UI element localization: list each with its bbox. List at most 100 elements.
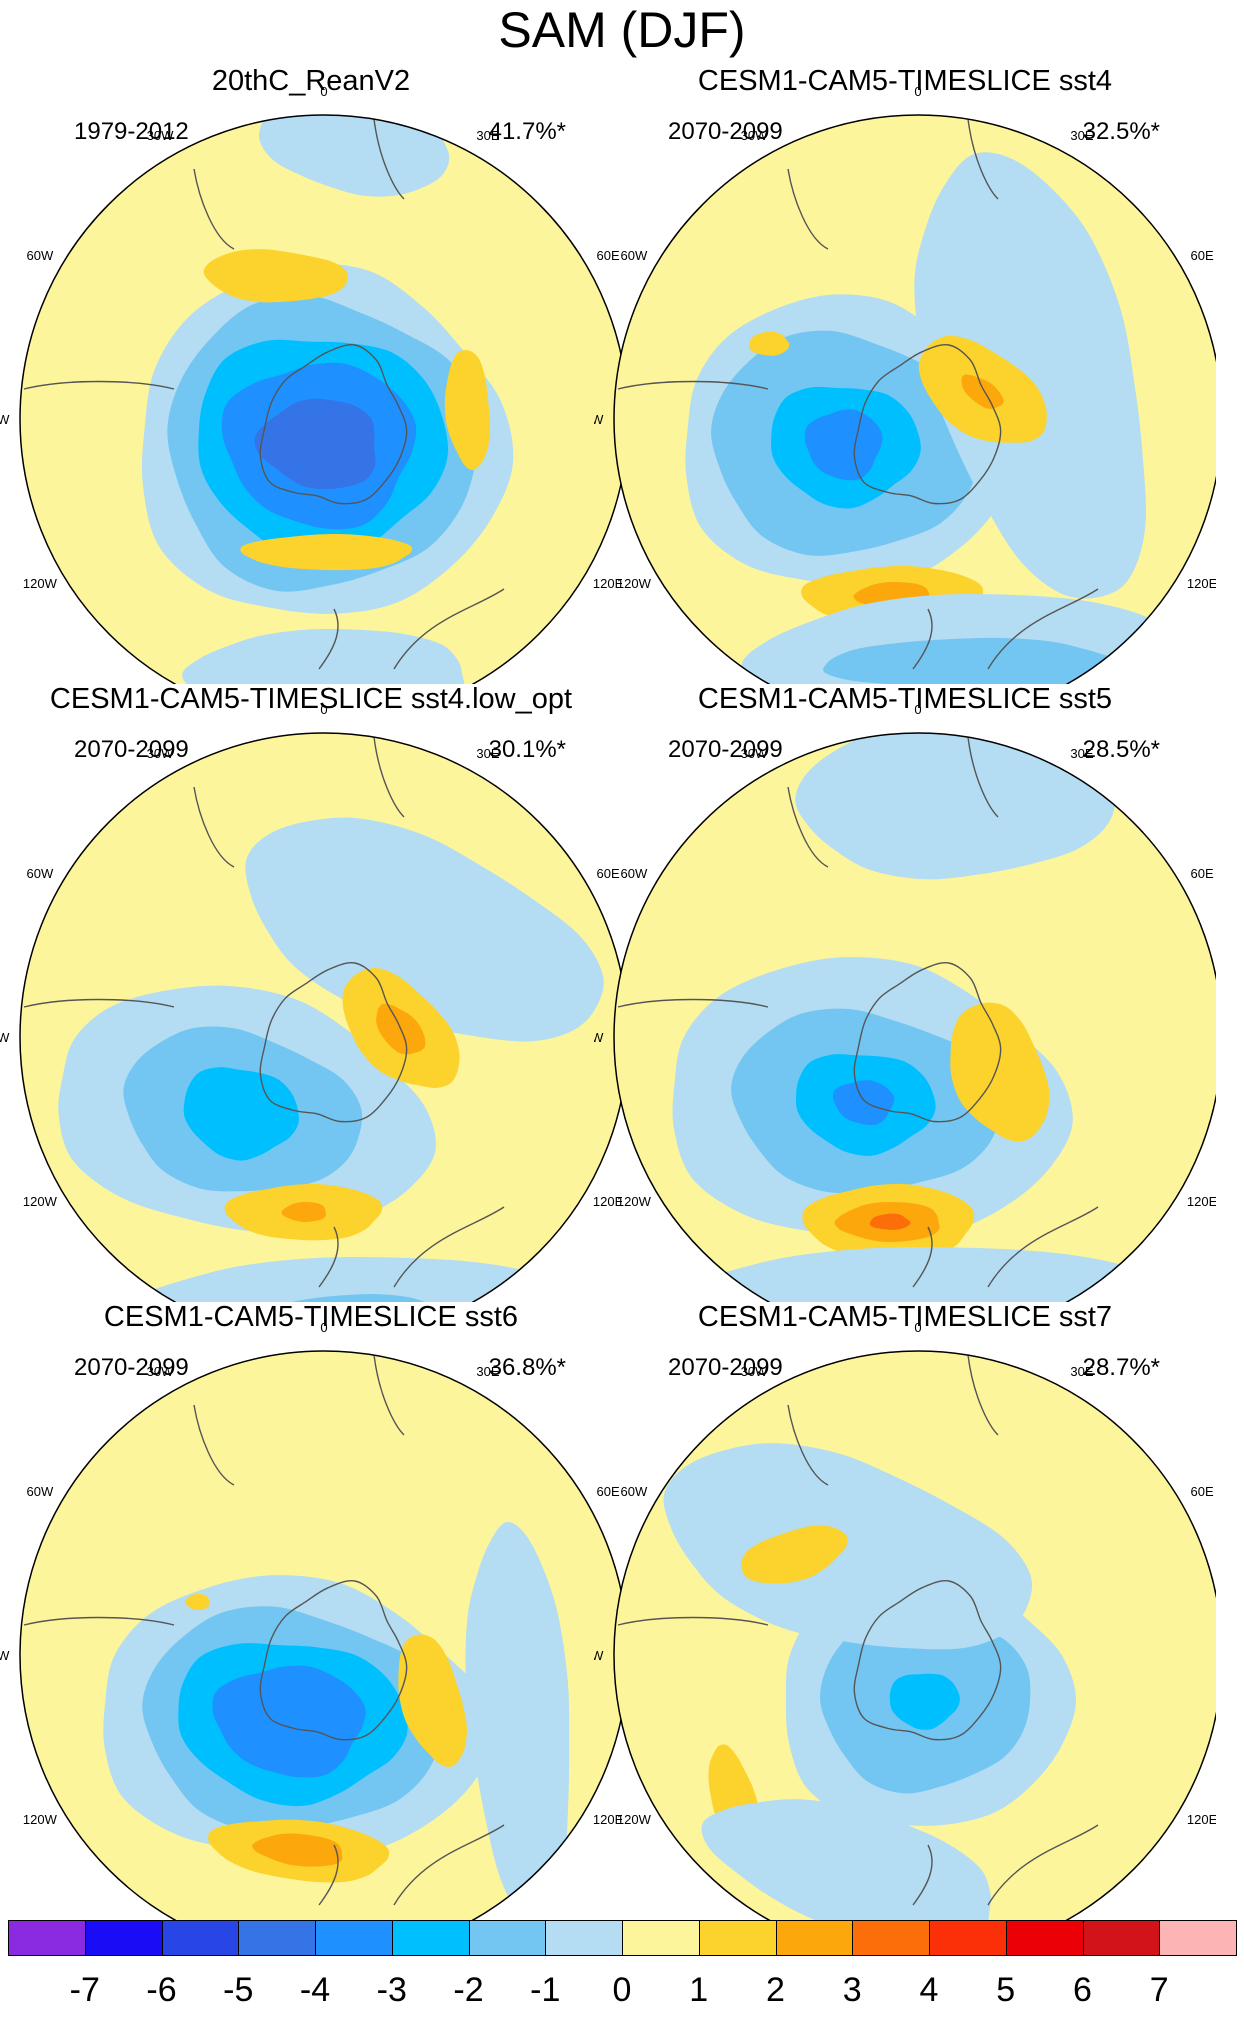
longitude-label: 0	[320, 1320, 327, 1335]
longitude-label: 0	[914, 84, 921, 99]
coastline	[912, 608, 933, 670]
panel-period: 2070-2099	[668, 736, 783, 763]
coastline	[787, 1404, 829, 1486]
longitude-label: 30W	[147, 128, 174, 143]
longitude-label: 30E	[1070, 128, 1093, 143]
longitude-label: 60W	[621, 1484, 648, 1499]
map-panel: CESM1-CAM5-TIMESLICE sst6 2070-2099 36.8…	[0, 1300, 622, 1920]
map-panel: 20thC_ReanV2 1979-2012 41.7%* 030E60E90E…	[0, 64, 622, 684]
negative-anomaly	[182, 629, 465, 684]
longitude-label: 120W	[23, 1194, 58, 1209]
contour-field	[614, 1351, 1216, 1920]
coastline	[193, 168, 235, 250]
colorbar: -7 -6 -5 -4 -3 -2 -1 0 1 2 3 4 5 6 7	[8, 1920, 1237, 2036]
coastline	[787, 168, 829, 250]
longitude-label: 120E	[593, 576, 622, 591]
longitude-label: 90W	[0, 1648, 10, 1663]
longitude-label: 0	[914, 702, 921, 717]
contour-field	[20, 115, 622, 684]
panel-period: 2070-2099	[74, 736, 189, 763]
map-border	[19, 1350, 622, 1920]
longitude-label: 60W	[621, 248, 648, 263]
colorbar-swatch	[929, 1920, 1007, 1956]
positive-anomaly	[281, 1201, 326, 1222]
longitude-label: 0	[320, 702, 327, 717]
colorbar-label: 0	[612, 1971, 632, 2009]
colorbar-label: -3	[376, 1971, 407, 2009]
coastline	[393, 1206, 505, 1288]
longitude-label: 60E	[1191, 1484, 1214, 1499]
longitude-label: 60E	[597, 866, 620, 881]
positive-anomaly	[203, 249, 348, 303]
polar-map: 030E60E90E120E150E180150W120W90W60W30W	[0, 1320, 622, 1920]
colorbar-label: 2	[766, 1971, 785, 2009]
colorbar-label: 5	[996, 1971, 1016, 2009]
polar-map: 030E60E90E120E150E180150W120W90W60W30W	[594, 1320, 1216, 1920]
colorbar-label: -5	[223, 1971, 254, 2009]
longitude-label: 120W	[23, 576, 58, 591]
negative-anomaly	[914, 152, 1146, 599]
coastline	[318, 1844, 339, 1906]
map-border	[613, 732, 1216, 1302]
colorbar-label: 1	[689, 1971, 709, 2009]
positive-anomaly	[748, 331, 790, 356]
panel-variance: 41.7%*	[488, 118, 566, 145]
longitude-label: 60W	[27, 248, 54, 263]
coastline	[617, 998, 769, 1008]
positive-anomaly	[240, 533, 413, 571]
antarctica-coastline	[259, 1580, 408, 1741]
panel-title: CESM1-CAM5-TIMESLICE sst4	[697, 65, 1113, 97]
longitude-label: 30E	[476, 746, 499, 761]
panel-period: 2070-2099	[668, 1354, 783, 1381]
coastline	[393, 588, 505, 670]
colorbar-label: -7	[69, 1971, 100, 2009]
colorbar-label: 7	[1149, 1971, 1169, 2009]
colorbar-label: -1	[530, 1971, 561, 2009]
figure-title: SAM (DJF)	[498, 2, 746, 58]
antarctica-coastline	[853, 1580, 1002, 1741]
positive-anomaly	[398, 1634, 467, 1767]
panel-variance: 28.5%*	[1082, 736, 1160, 763]
coastline	[967, 118, 999, 200]
longitude-label: 120E	[593, 1194, 622, 1209]
longitude-label: 60W	[27, 1484, 54, 1499]
contour-field	[20, 1351, 622, 1920]
map-panel: CESM1-CAM5-TIMESLICE sst4 2070-2099 32.5…	[594, 64, 1216, 684]
coastline	[318, 1226, 339, 1288]
longitude-label: 60E	[597, 1484, 620, 1499]
negative-anomaly	[183, 1067, 299, 1161]
longitude-label: 60W	[27, 866, 54, 881]
positive-anomaly	[444, 350, 490, 470]
panel-title: CESM1-CAM5-TIMESLICE sst4.low_opt	[49, 683, 573, 715]
negative-anomaly	[106, 1257, 590, 1302]
colorbar-swatch	[391, 1920, 470, 1956]
coastline	[617, 1616, 769, 1626]
coastline	[967, 736, 999, 818]
polar-map: 030E60E90E120E150E180150W120W90W60W30W	[0, 84, 622, 684]
colorbar-swatch	[161, 1920, 240, 1956]
polar-map: 030E60E90E120E150E180150W120W90W60W30W	[594, 84, 1216, 684]
panel-title: CESM1-CAM5-TIMESLICE sst6	[103, 1301, 519, 1333]
colorbar-label: 4	[919, 1971, 939, 2009]
coastline	[373, 1354, 405, 1436]
antarctica-coastline	[853, 962, 1002, 1123]
coastline	[373, 118, 405, 200]
coastline	[193, 1404, 235, 1486]
colorbar-swatch	[1005, 1920, 1084, 1956]
coastline	[393, 1824, 505, 1906]
coastline	[23, 998, 175, 1008]
coastline	[967, 1354, 999, 1436]
colorbar-swatch	[1159, 1920, 1237, 1956]
panel-title: 20thC_ReanV2	[211, 65, 411, 97]
longitude-label: 30W	[741, 128, 768, 143]
longitude-label: 60E	[1191, 248, 1214, 263]
colorbar-label: 6	[1073, 1971, 1092, 2009]
negative-anomaly	[259, 115, 450, 197]
map-panel: CESM1-CAM5-TIMESLICE sst4.low_opt 2070-2…	[0, 682, 622, 1302]
longitude-label: 0	[320, 84, 327, 99]
longitude-label: 90W	[594, 1648, 604, 1663]
negative-anomaly	[804, 409, 883, 481]
contour-field	[614, 733, 1216, 1302]
coastline	[912, 1226, 933, 1288]
colorbar-label: -6	[146, 1971, 177, 2009]
